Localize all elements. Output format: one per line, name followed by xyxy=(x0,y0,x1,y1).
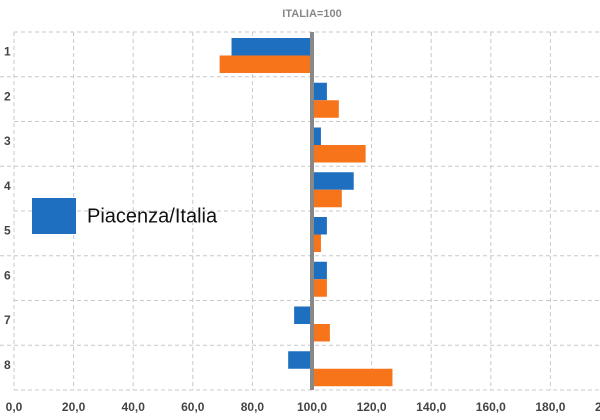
legend-swatch xyxy=(32,198,76,234)
bar xyxy=(312,324,330,342)
y-tick-label: 5 xyxy=(4,224,11,238)
bar xyxy=(288,351,312,369)
y-tick-label: 1 xyxy=(4,45,11,59)
x-tick-label: 200,0 xyxy=(595,400,600,414)
bar xyxy=(312,172,354,190)
x-tick-label: 160,0 xyxy=(476,400,506,414)
bar xyxy=(312,145,366,163)
bar xyxy=(312,127,321,145)
x-tick-label: 140,0 xyxy=(416,400,446,414)
chart-title: ITALIA=100 xyxy=(282,8,341,20)
y-tick-label: 3 xyxy=(4,134,11,148)
bar xyxy=(312,279,327,297)
legend-label: Piacenza/Italia xyxy=(87,205,218,227)
bar xyxy=(312,82,327,101)
bar xyxy=(219,55,312,73)
bar xyxy=(312,100,339,118)
bar xyxy=(231,38,312,56)
bar xyxy=(294,306,312,324)
y-tick-label: 7 xyxy=(4,313,11,327)
y-tick-label: 6 xyxy=(4,268,11,282)
bar xyxy=(312,261,327,280)
x-tick-label: 60,0 xyxy=(181,400,205,414)
x-tick-label: 120,0 xyxy=(357,400,387,414)
x-tick-label: 0,0 xyxy=(6,400,23,414)
y-tick-label: 8 xyxy=(4,358,11,372)
y-tick-label: 4 xyxy=(4,179,11,193)
bar xyxy=(312,189,342,208)
y-tick-label: 2 xyxy=(4,89,11,103)
bar xyxy=(312,217,327,235)
bar xyxy=(312,368,393,387)
bar xyxy=(312,234,321,252)
x-tick-label: 80,0 xyxy=(241,400,265,414)
x-tick-label: 20,0 xyxy=(62,400,86,414)
x-tick-label: 100,0 xyxy=(297,400,327,414)
x-tick-label: 40,0 xyxy=(122,400,146,414)
x-tick-label: 180,0 xyxy=(535,400,565,414)
